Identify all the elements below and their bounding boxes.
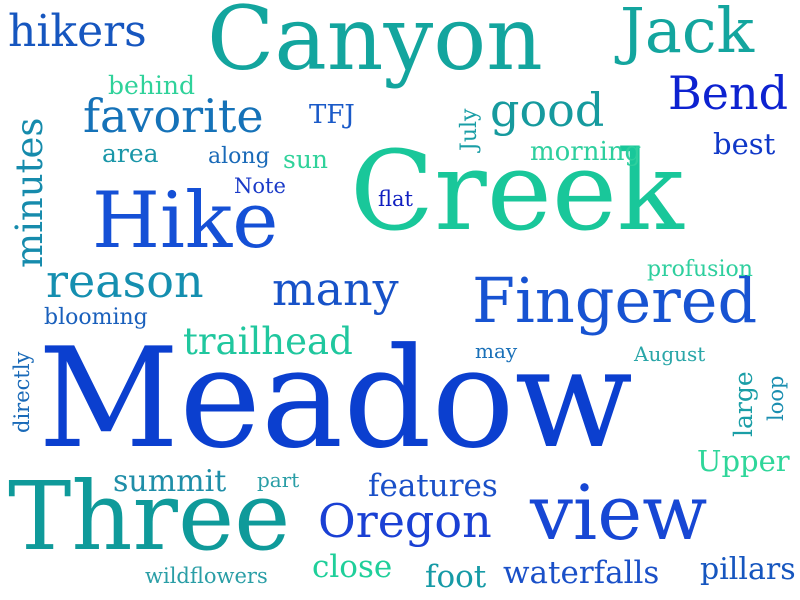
word-waterfalls: waterfalls [503, 555, 660, 591]
word-many: many [272, 262, 399, 316]
word-reason: reason [46, 254, 204, 308]
word-sun: sun [283, 145, 329, 174]
word-morning: morning [530, 137, 642, 167]
word-meadow: Meadow [38, 318, 633, 479]
word-blooming: blooming [44, 305, 148, 330]
word-august: August [634, 342, 706, 366]
word-summit: summit [113, 464, 227, 499]
word-trailhead: trailhead [183, 320, 353, 363]
word-minutes: minutes [8, 117, 51, 268]
word-fingered: Fingered [472, 264, 758, 337]
word-jack: Jack [620, 0, 755, 67]
word-creek: Creek [350, 127, 684, 255]
word-close: close [312, 549, 393, 585]
word-pillars: pillars [700, 552, 796, 587]
word-three: Three [8, 462, 291, 572]
word-directly: directly [10, 351, 34, 433]
word-favorite: favorite [83, 89, 264, 143]
word-part: part [257, 468, 300, 492]
word-hikers: hikers [8, 6, 147, 57]
word-view: view [530, 468, 708, 557]
word-hike: Hike [92, 176, 279, 266]
word-profusion: profusion [647, 257, 753, 282]
word-bend: Bend [668, 66, 789, 120]
word-flat: flat [378, 187, 413, 211]
word-foot: foot [425, 559, 487, 595]
word-best: best [713, 127, 776, 161]
word-good: good [490, 83, 605, 137]
word-oregon: Oregon [318, 494, 492, 548]
word-tfj: TFJ [309, 100, 355, 130]
word-large: large [729, 371, 758, 437]
word-wildflowers: wildflowers [145, 564, 268, 588]
word-area: area [102, 139, 159, 168]
word-features: features [368, 468, 498, 504]
word-upper: Upper [697, 444, 790, 478]
word-note: Note [234, 174, 286, 198]
word-canyon: Canyon [207, 0, 543, 90]
word-behind: behind [108, 71, 195, 100]
word-loop: loop [764, 375, 788, 421]
word-july: July [457, 108, 482, 151]
word-along: along [208, 144, 270, 169]
word-may: may [475, 339, 518, 363]
